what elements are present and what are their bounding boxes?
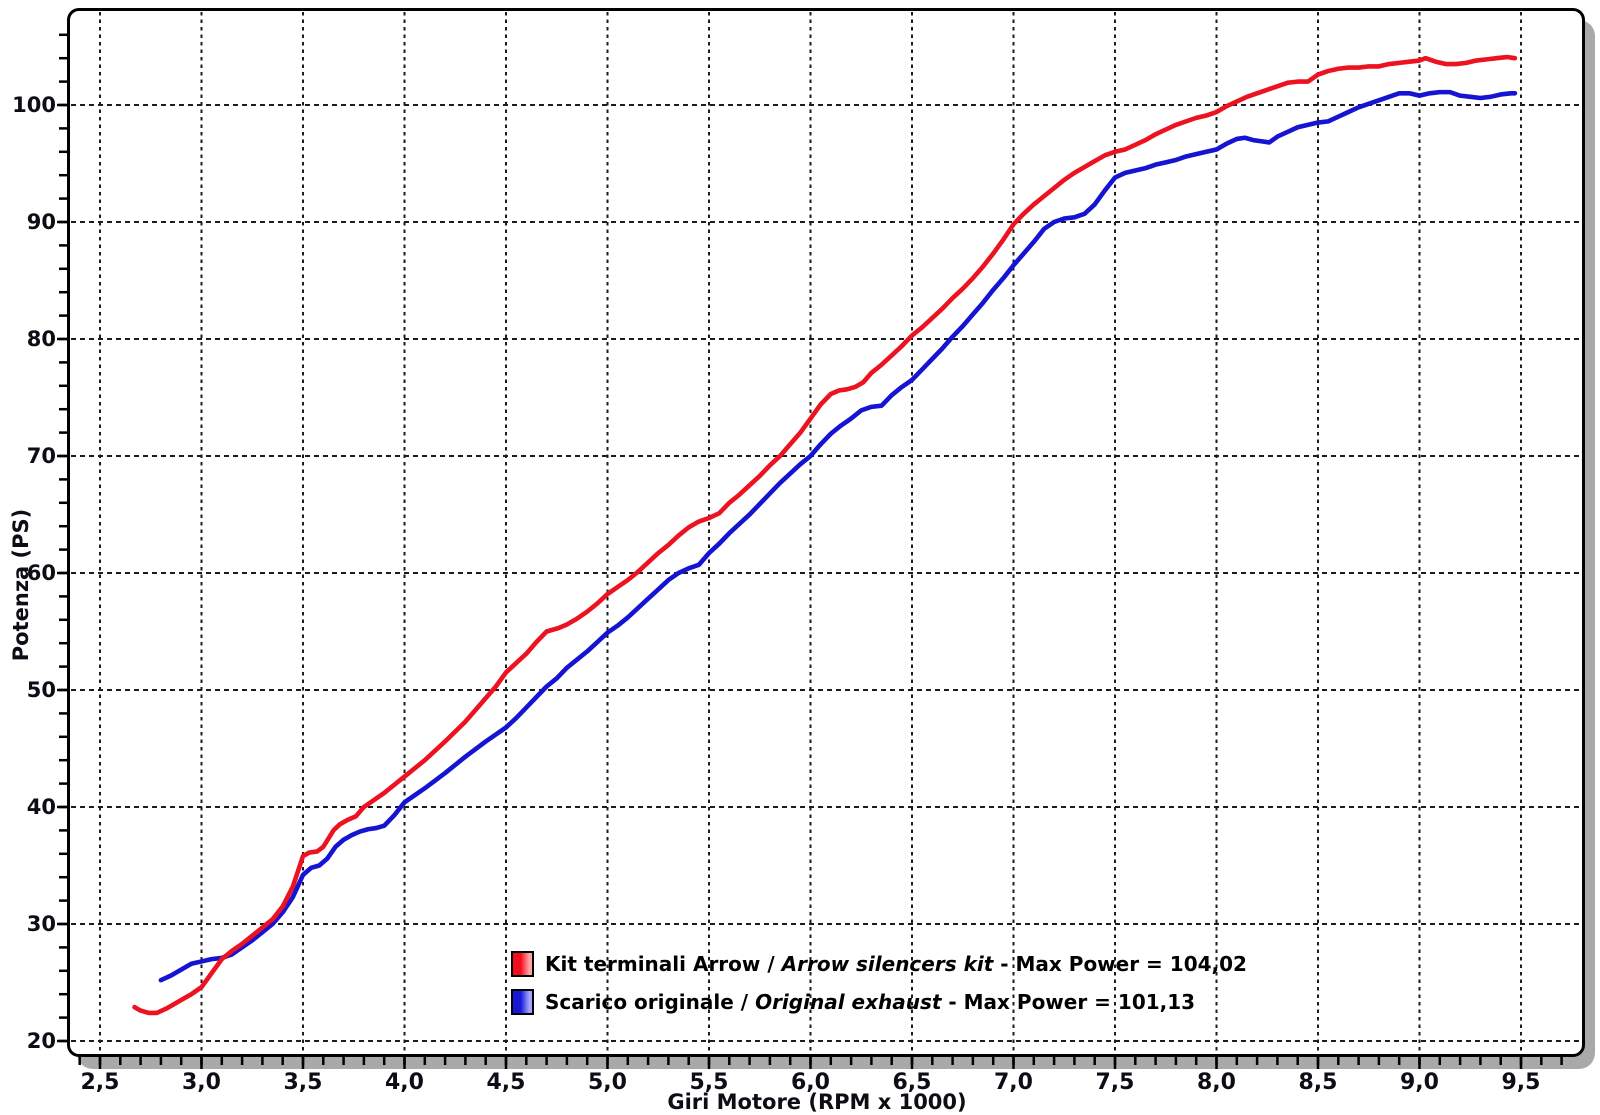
x-tick-label: 4,5 (486, 1070, 526, 1095)
x-tick-label: 5,0 (588, 1070, 627, 1095)
arrow-kit-swatch-icon (511, 951, 534, 977)
x-tick-label: 7,5 (1095, 1070, 1135, 1095)
x-tick-label: 3,0 (182, 1070, 221, 1095)
legend-label-original-exhaust: Scarico originale / Original exhaust - M… (545, 990, 1196, 1014)
y-tick-label: 100 (12, 93, 56, 117)
x-tick-label: 9,0 (1400, 1070, 1439, 1095)
x-axis-title: Giri Motore (RPM x 1000) (667, 1090, 967, 1114)
axis-ticks (57, 33, 1563, 1069)
x-tick-label: 7,0 (994, 1070, 1033, 1095)
legend-row-original-exhaust: Scarico originale / Original exhaust - M… (511, 989, 1195, 1015)
y-tick-label: 90 (26, 210, 56, 234)
legend-row-arrow-kit: Kit terminali Arrow / Arrow silencers ki… (511, 951, 1247, 977)
y-tick-label: 40 (26, 795, 56, 819)
legend-label-arrow-kit: Kit terminali Arrow / Arrow silencers ki… (545, 952, 1247, 976)
x-tick-label: 2,5 (80, 1070, 120, 1095)
arrow-kit-curve (132, 54, 1518, 1016)
x-tick-label: 9,5 (1501, 1070, 1541, 1095)
y-tick-label: 50 (26, 678, 56, 702)
x-tick-label: 6,0 (791, 1070, 830, 1095)
plot-area (67, 8, 1585, 1057)
original-exhaust-curve (158, 89, 1518, 983)
y-tick-label: 20 (26, 1029, 56, 1053)
x-tick-label: 8,5 (1298, 1070, 1338, 1095)
y-tick-label: 60 (26, 561, 56, 585)
y-tick-label: 30 (26, 912, 56, 936)
x-tick-label: 6,5 (892, 1070, 932, 1095)
x-tick-label: 3,5 (283, 1070, 323, 1095)
y-tick-label: 70 (26, 444, 56, 468)
grid-lines (71, 12, 1581, 1054)
x-tick-label: 8,0 (1197, 1070, 1236, 1095)
x-tick-label: 5,5 (689, 1070, 729, 1095)
x-tick-label: 4,0 (385, 1070, 424, 1095)
original-exhaust-swatch-icon (511, 989, 534, 1015)
y-tick-label: 80 (26, 327, 56, 351)
